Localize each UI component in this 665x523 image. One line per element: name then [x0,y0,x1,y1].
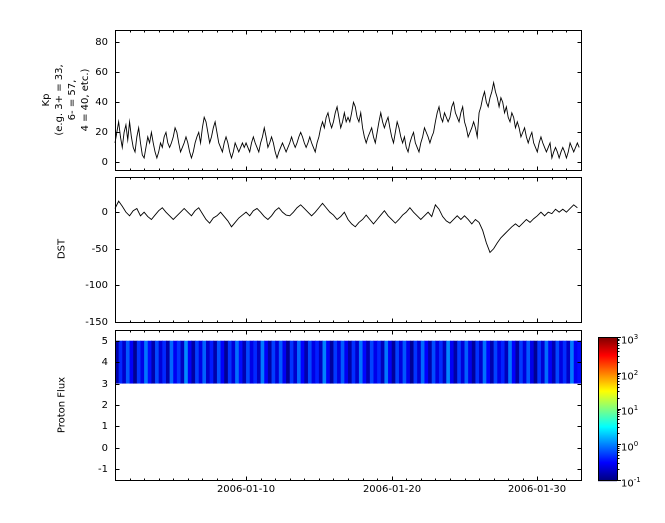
kp-axis-label: Kp (e.g. 3+ = 33, 6- = 57, 4 = 40, etc.) [40,64,92,135]
colorbar-tick-label: 103 [621,333,639,347]
colorbar-tick-label: 10-1 [621,476,641,490]
x-tick-label: 2006-01-30 [507,484,567,495]
proton-flux-axis-label: Proton Flux [56,376,68,434]
colorbar-tick-label: 102 [621,369,639,383]
kp-axis-label-line: 4 = 40, etc.) [80,68,91,132]
x-tick-label: 2006-01-10 [216,484,276,495]
kp-axis-label-line: (e.g. 3+ = 33, [54,64,65,136]
kp-axis-label-line: 6- = 57, [67,79,78,121]
kp-axis-label-line: Kp [41,93,52,107]
colorbar-tick-label: 101 [621,404,639,418]
x-tick-label: 2006-01-20 [362,484,422,495]
dst-axis-label: DST [56,238,68,260]
colorbar-tick-label: 100 [621,440,639,454]
